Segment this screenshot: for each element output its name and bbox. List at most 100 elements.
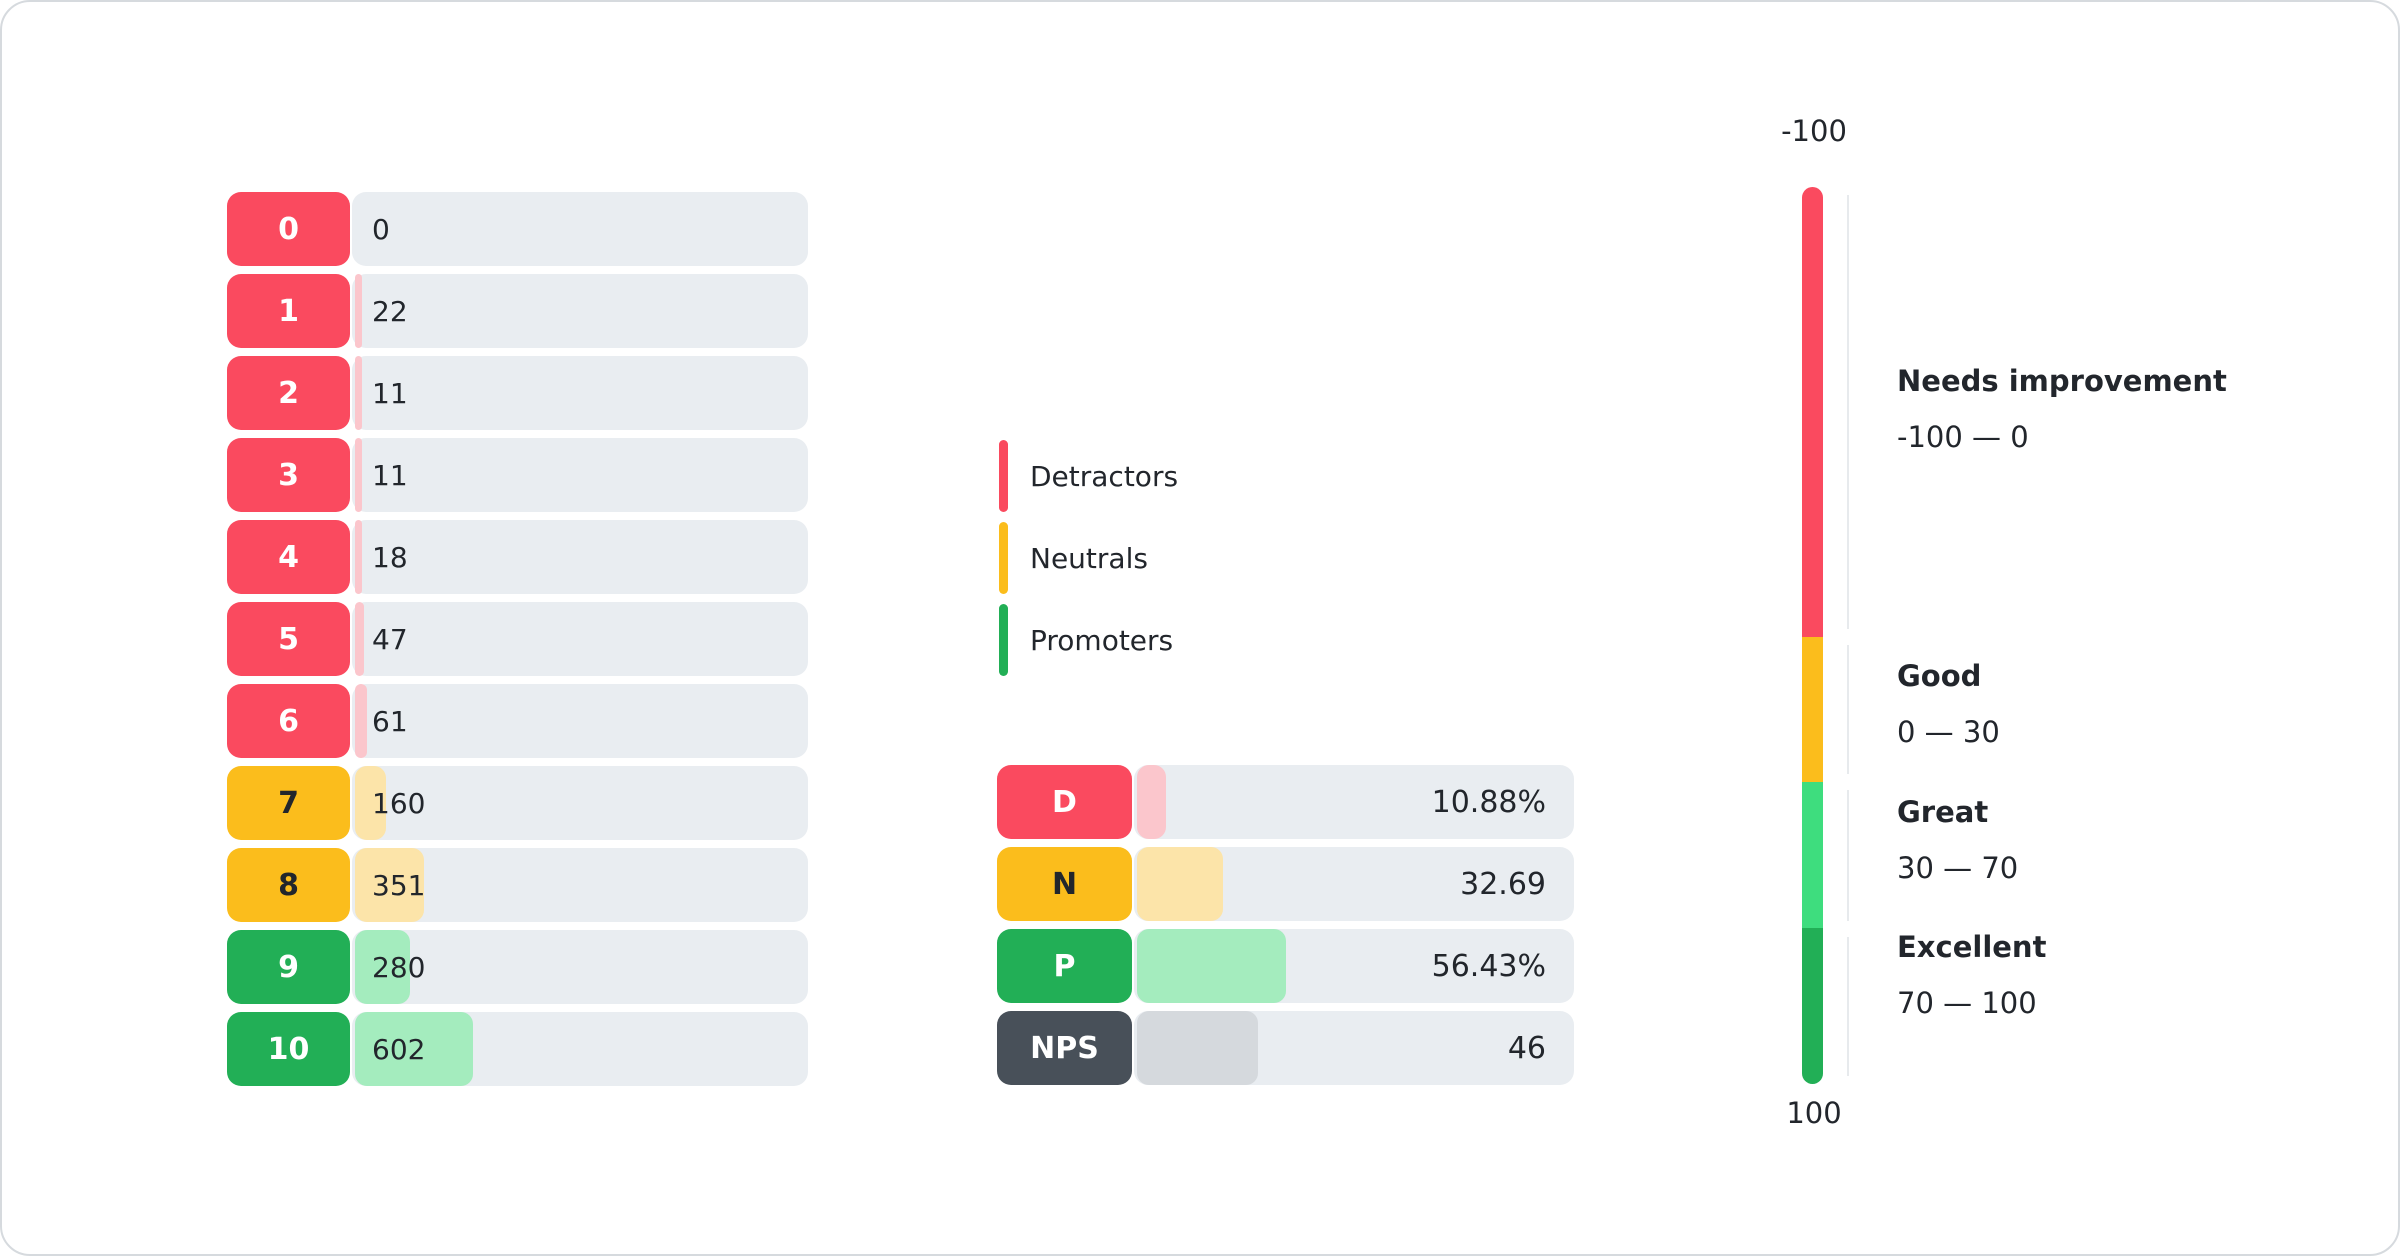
promoters-color-tick xyxy=(999,604,1008,676)
zone-label-great: Great 30 — 70 xyxy=(1897,795,2018,886)
score-row-10: 10 602 xyxy=(227,1012,808,1086)
score-count-7: 160 xyxy=(372,786,426,820)
score-fill-7 xyxy=(355,766,387,840)
score-track-0: 0 xyxy=(352,192,808,266)
gauge-axis-segment-3 xyxy=(1847,790,1849,921)
summary-value-nps: 46 xyxy=(1507,1030,1546,1066)
score-track-7: 160 xyxy=(352,766,808,840)
score-distribution-chart: 0 0 1 22 2 11 3 11 xyxy=(227,192,808,1094)
score-count-1: 22 xyxy=(372,294,408,328)
zone-label-excellent: Excellent 70 — 100 xyxy=(1897,930,2046,1021)
score-count-4: 18 xyxy=(372,540,408,574)
score-row-4: 4 18 xyxy=(227,520,808,594)
gauge-axis-segment-1 xyxy=(1847,195,1849,629)
score-row-6: 6 61 xyxy=(227,684,808,758)
zone-title: Good xyxy=(1897,659,1982,693)
summary-track-n: 32.69 xyxy=(1134,847,1574,921)
score-count-2: 11 xyxy=(372,376,408,410)
zone-range: 70 — 100 xyxy=(1897,985,2037,1020)
summary-fill-d xyxy=(1137,765,1166,839)
gauge-segment-excellent xyxy=(1802,928,1823,1084)
score-row-0: 0 0 xyxy=(227,192,808,266)
score-track-10: 602 xyxy=(352,1012,808,1086)
legend-item-detractors[interactable]: Detractors xyxy=(999,440,1178,512)
score-badge-1: 1 xyxy=(227,274,350,348)
gauge-segment-good xyxy=(1802,637,1823,782)
score-badge-9: 9 xyxy=(227,930,350,1004)
score-badge-7: 7 xyxy=(227,766,350,840)
zone-title: Excellent xyxy=(1897,930,2047,964)
summary-fill-n xyxy=(1137,847,1224,921)
summary-badge-d: D xyxy=(997,765,1132,839)
score-row-2: 2 11 xyxy=(227,356,808,430)
score-count-0: 0 xyxy=(372,212,390,246)
zone-label-good: Good 0 — 30 xyxy=(1897,659,2000,750)
score-badge-3: 3 xyxy=(227,438,350,512)
score-row-5: 5 47 xyxy=(227,602,808,676)
score-badge-10: 10 xyxy=(227,1012,350,1086)
score-count-8: 351 xyxy=(372,868,426,902)
score-badge-2: 2 xyxy=(227,356,350,430)
legend-label-promoters: Promoters xyxy=(1030,623,1174,657)
score-count-5: 47 xyxy=(372,622,408,656)
summary-track-nps: 46 xyxy=(1134,1011,1574,1085)
summary-value-n: 32.69 xyxy=(1460,866,1546,902)
score-count-10: 602 xyxy=(372,1032,426,1066)
score-fill-8 xyxy=(355,848,424,922)
score-fill-5 xyxy=(355,602,365,676)
summary-badge-p: P xyxy=(997,929,1132,1003)
score-row-7: 7 160 xyxy=(227,766,808,840)
score-row-8: 8 351 xyxy=(227,848,808,922)
score-fill-6 xyxy=(355,684,367,758)
summary-track-d: 10.88% xyxy=(1134,765,1574,839)
gauge-max-label: 100 xyxy=(1786,1096,1842,1130)
legend-item-promoters[interactable]: Promoters xyxy=(999,604,1178,676)
score-track-6: 61 xyxy=(352,684,808,758)
summary-track-p: 56.43% xyxy=(1134,929,1574,1003)
score-count-9: 280 xyxy=(372,950,426,984)
score-track-5: 47 xyxy=(352,602,808,676)
score-badge-8: 8 xyxy=(227,848,350,922)
score-fill-2 xyxy=(355,356,362,430)
summary-row-detractors: D 10.88% xyxy=(997,765,1574,839)
neutrals-color-tick xyxy=(999,522,1008,594)
zone-range: 0 — 30 xyxy=(1897,714,2000,749)
legend-item-neutrals[interactable]: Neutrals xyxy=(999,522,1178,594)
summary-fill-nps xyxy=(1137,1011,1259,1085)
gauge-segment-great xyxy=(1802,782,1823,928)
score-row-3: 3 11 xyxy=(227,438,808,512)
score-track-8: 351 xyxy=(352,848,808,922)
score-fill-3 xyxy=(355,438,362,512)
score-badge-4: 4 xyxy=(227,520,350,594)
legend: Detractors Neutrals Promoters xyxy=(999,440,1178,686)
summary-value-p: 56.43% xyxy=(1431,948,1546,984)
score-fill-9 xyxy=(355,930,410,1004)
zone-range: 30 — 70 xyxy=(1897,850,2019,885)
score-badge-0: 0 xyxy=(227,192,350,266)
score-badge-5: 5 xyxy=(227,602,350,676)
detractors-color-tick xyxy=(999,440,1008,512)
gauge-axis-segment-2 xyxy=(1847,645,1849,774)
score-count-6: 61 xyxy=(372,704,408,738)
gauge-bar xyxy=(1802,187,1823,1084)
score-track-3: 11 xyxy=(352,438,808,512)
legend-label-neutrals: Neutrals xyxy=(1030,541,1148,575)
zone-title: Needs improvement xyxy=(1897,364,2227,398)
score-track-2: 11 xyxy=(352,356,808,430)
summary-row-promoters: P 56.43% xyxy=(997,929,1574,1003)
zone-title: Great xyxy=(1897,795,1989,829)
summary-row-neutrals: N 32.69 xyxy=(997,847,1574,921)
summary-fill-p xyxy=(1137,929,1286,1003)
score-track-4: 18 xyxy=(352,520,808,594)
summary-badge-nps: NPS xyxy=(997,1011,1132,1085)
score-count-3: 11 xyxy=(372,458,408,492)
score-fill-4 xyxy=(355,520,362,594)
summary-badge-n: N xyxy=(997,847,1132,921)
zone-label-needs-improvement: Needs improvement -100 — 0 xyxy=(1897,364,2227,455)
score-row-9: 9 280 xyxy=(227,930,808,1004)
gauge-segment-needs-improvement xyxy=(1802,187,1823,637)
gauge-min-label: -100 xyxy=(1781,114,1847,148)
summary-row-nps: NPS 46 xyxy=(997,1011,1574,1085)
score-row-1: 1 22 xyxy=(227,274,808,348)
